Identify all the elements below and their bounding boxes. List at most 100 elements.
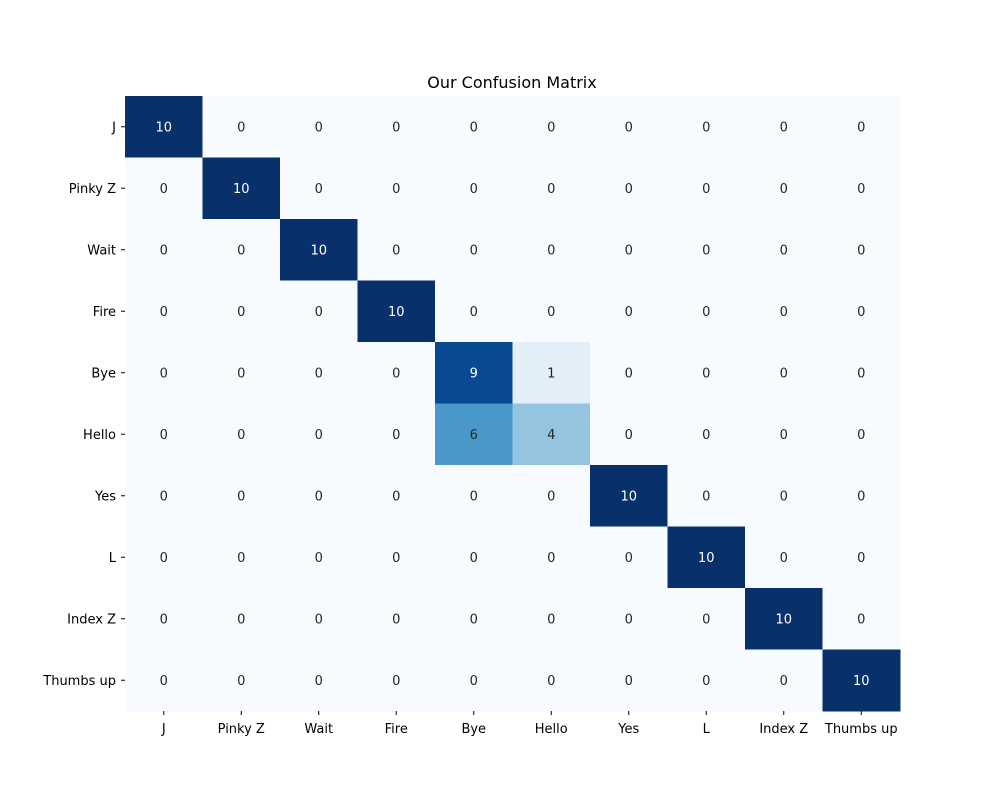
cell-value-label: 0 — [237, 243, 245, 258]
y-tick-label: L — [109, 551, 117, 566]
y-tick-label: J — [111, 120, 116, 135]
heatmap-cell — [435, 526, 513, 589]
cell-value-label: 10 — [698, 551, 715, 566]
cell-value-label: 0 — [315, 182, 323, 197]
heatmap-cell — [512, 526, 591, 589]
cell-value-label: 0 — [470, 489, 478, 504]
cell-value-label: 0 — [780, 243, 788, 258]
x-tick-label: Hello — [535, 722, 568, 737]
x-tick-label: Yes — [617, 722, 639, 737]
cell-value-label: 0 — [857, 428, 865, 443]
heatmap-cell — [745, 403, 823, 466]
cell-value-label: 0 — [547, 120, 555, 135]
cell-value-label: 0 — [315, 674, 323, 689]
cell-value-label: 0 — [237, 674, 245, 689]
cell-value-label: 0 — [315, 366, 323, 381]
cell-value-label: 0 — [315, 120, 323, 135]
cell-value-label: 0 — [780, 120, 788, 135]
heatmap-cell — [745, 526, 823, 589]
heatmap-cell — [590, 280, 668, 343]
heatmap-cell — [667, 96, 746, 158]
cell-value-label: 0 — [857, 305, 865, 320]
heatmap-cell — [280, 526, 358, 589]
cell-value-label: 0 — [625, 674, 633, 689]
heatmap-cell — [357, 342, 436, 404]
cell-value-label: 10 — [853, 674, 870, 689]
heatmap-cell — [280, 588, 358, 650]
cell-value-label: 4 — [547, 428, 555, 443]
cell-value-label: 0 — [547, 489, 555, 504]
y-tick-label: Index Z — [67, 612, 116, 627]
heatmap-cell — [745, 588, 823, 650]
heatmap-cell — [745, 157, 823, 220]
cell-value-label: 0 — [625, 182, 633, 197]
heatmap-cell — [125, 526, 203, 589]
cell-value-label: 0 — [237, 366, 245, 381]
cell-value-label: 0 — [392, 489, 400, 504]
cell-value-label: 10 — [310, 243, 327, 258]
heatmap-cell — [667, 526, 746, 589]
heatmap-cell — [822, 649, 901, 712]
cell-value-label: 10 — [388, 305, 405, 320]
cell-value-label: 0 — [237, 305, 245, 320]
heatmap-cell — [590, 403, 668, 466]
heatmap-cell — [202, 96, 281, 158]
cell-value-label: 0 — [470, 305, 478, 320]
x-tick-label: Bye — [461, 722, 486, 737]
heatmap-cell — [745, 96, 823, 158]
cell-value-label: 0 — [702, 428, 710, 443]
x-tick-label: Fire — [385, 722, 408, 737]
heatmap-cell — [280, 403, 358, 466]
heatmap-cell — [667, 342, 746, 404]
cell-value-label: 0 — [547, 182, 555, 197]
heatmap-cell — [822, 526, 901, 589]
cell-value-label: 0 — [160, 428, 168, 443]
cell-value-label: 6 — [470, 428, 478, 443]
heatmap-cell — [125, 342, 203, 404]
heatmap-cell — [435, 280, 513, 343]
cell-value-label: 0 — [392, 182, 400, 197]
heatmap-cell — [125, 403, 203, 466]
cell-value-label: 0 — [315, 305, 323, 320]
heatmap-cell — [357, 649, 436, 712]
heatmap-cell — [667, 219, 746, 281]
cell-value-label: 0 — [160, 182, 168, 197]
heatmap-cell — [357, 526, 436, 589]
cell-value-label: 0 — [625, 612, 633, 627]
cell-value-label: 0 — [780, 551, 788, 566]
cell-value-label: 0 — [470, 182, 478, 197]
heatmap-cell — [512, 219, 591, 281]
cell-value-label: 0 — [237, 428, 245, 443]
cell-value-label: 0 — [160, 489, 168, 504]
cell-value-label: 0 — [547, 612, 555, 627]
heatmap-cell — [590, 96, 668, 158]
heatmap-cell — [435, 342, 513, 404]
cell-value-label: 0 — [470, 120, 478, 135]
cell-value-label: 0 — [392, 243, 400, 258]
heatmap-cell — [125, 465, 203, 527]
heatmap-cell — [512, 588, 591, 650]
heatmap-cell — [512, 280, 591, 343]
cell-value-label: 0 — [857, 489, 865, 504]
cell-value-label: 0 — [857, 612, 865, 627]
cell-value-label: 0 — [625, 551, 633, 566]
y-axis: J Pinky Z Wait Fire Bye Hello Yes L Index Z Thumb… — [42, 120, 125, 689]
cell-value-label: 0 — [625, 366, 633, 381]
heatmap-cell — [280, 96, 358, 158]
cell-value-label: 0 — [857, 182, 865, 197]
cell-value-label: 0 — [702, 612, 710, 627]
y-tick-label: Fire — [93, 305, 116, 320]
cell-value-label: 0 — [160, 612, 168, 627]
cell-value-label: 0 — [160, 366, 168, 381]
heatmap-cell — [590, 342, 668, 404]
heatmap-cell — [357, 465, 436, 527]
heatmap-cell — [357, 588, 436, 650]
x-tick-label: Pinky Z — [218, 722, 265, 737]
heatmap-cell — [745, 465, 823, 527]
cell-value-label: 0 — [392, 551, 400, 566]
heatmap-cell — [822, 96, 901, 158]
heatmap-cell — [125, 649, 203, 712]
heatmap-cell — [512, 465, 591, 527]
heatmap-cell — [357, 403, 436, 466]
